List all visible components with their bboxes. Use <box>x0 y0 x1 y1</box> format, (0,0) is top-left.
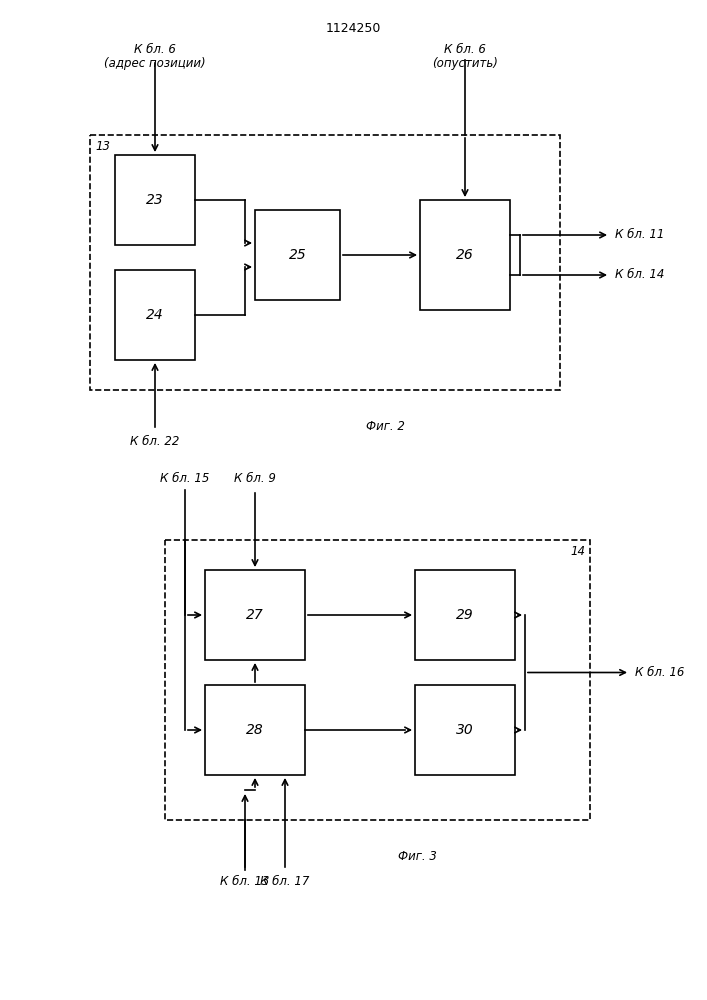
Bar <box>205 570 305 660</box>
Text: 14: 14 <box>570 545 585 558</box>
Text: 13: 13 <box>95 140 110 153</box>
Text: К бл. 9: К бл. 9 <box>234 472 276 485</box>
Text: 29: 29 <box>456 608 474 622</box>
Text: 30: 30 <box>456 723 474 737</box>
Bar <box>420 200 510 310</box>
Text: К бл. 11: К бл. 11 <box>615 229 665 241</box>
Text: 26: 26 <box>456 248 474 262</box>
Text: К бл. 14: К бл. 14 <box>615 268 665 282</box>
Text: (адрес позиции): (адрес позиции) <box>104 57 206 70</box>
Text: К бл. 16: К бл. 16 <box>635 666 684 679</box>
Text: 25: 25 <box>288 248 306 262</box>
Bar <box>415 685 515 775</box>
Text: 24: 24 <box>146 308 164 322</box>
Text: К бл. 13: К бл. 13 <box>221 875 269 888</box>
Bar <box>115 270 195 360</box>
Bar <box>205 685 305 775</box>
Text: К бл. 17: К бл. 17 <box>260 875 310 888</box>
Bar <box>415 570 515 660</box>
Bar <box>165 540 590 820</box>
Text: 28: 28 <box>246 723 264 737</box>
Text: Фиг. 2: Фиг. 2 <box>366 420 404 433</box>
Text: К бл. 15: К бл. 15 <box>160 472 210 485</box>
Text: (опустить): (опустить) <box>432 57 498 70</box>
Text: 27: 27 <box>246 608 264 622</box>
Text: Фиг. 3: Фиг. 3 <box>398 850 437 863</box>
Bar <box>115 155 195 245</box>
Text: К бл. 22: К бл. 22 <box>130 435 180 448</box>
Text: 1124250: 1124250 <box>326 22 381 35</box>
Bar <box>255 210 340 300</box>
Bar <box>90 135 560 390</box>
Text: К бл. 6: К бл. 6 <box>444 43 486 56</box>
Text: 23: 23 <box>146 193 164 207</box>
Text: К бл. 6: К бл. 6 <box>134 43 176 56</box>
